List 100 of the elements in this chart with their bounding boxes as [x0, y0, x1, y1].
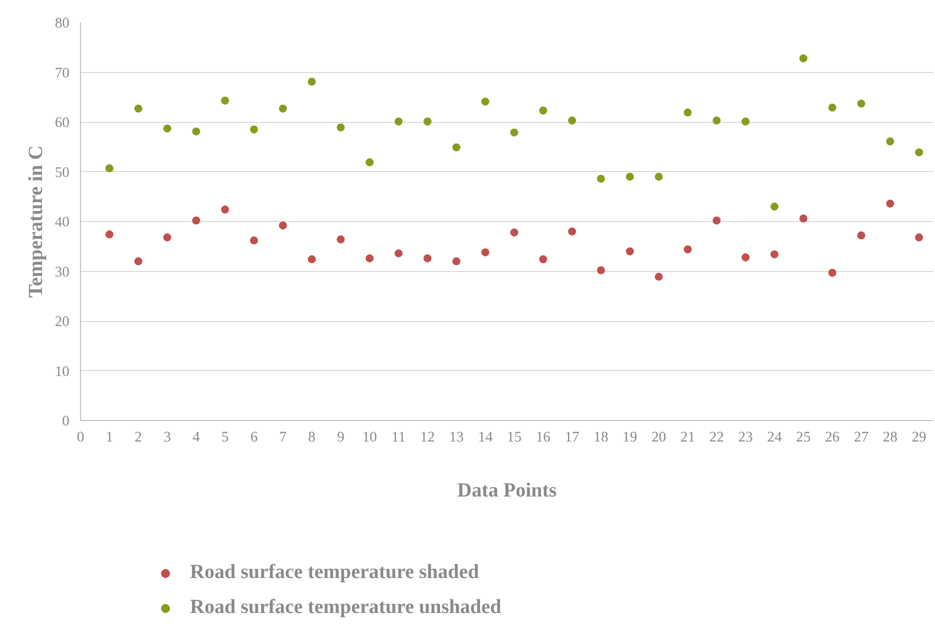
point — [308, 255, 316, 264]
x-tick-label: 28 — [882, 430, 898, 446]
point — [684, 108, 692, 117]
point — [250, 125, 258, 134]
point — [452, 143, 460, 152]
y-tick-label: 80 — [54, 16, 70, 32]
x-tick-label: 11 — [392, 430, 406, 446]
point — [539, 255, 548, 264]
point — [654, 172, 663, 181]
point — [770, 250, 778, 258]
x-tick-label: 13 — [449, 430, 464, 446]
point — [452, 257, 460, 266]
x-tick-label: 6 — [250, 430, 258, 446]
point — [163, 124, 172, 132]
x-tick-label: 22 — [709, 430, 724, 446]
x-tick-label: 3 — [164, 430, 171, 446]
x-tick-label: 9 — [337, 430, 344, 446]
point — [366, 254, 374, 262]
x-tick-label: 10 — [362, 430, 377, 446]
point — [423, 118, 432, 126]
x-tick-label: 17 — [564, 430, 580, 446]
point — [828, 104, 836, 112]
y-tick-label: 50 — [54, 164, 70, 181]
y-tick-label: 40 — [54, 214, 70, 230]
point — [915, 148, 924, 156]
x-tick-label: 20 — [651, 430, 666, 446]
point — [857, 100, 866, 108]
point — [770, 202, 778, 211]
y-axis-title: Temperature in C — [24, 145, 47, 298]
x-tick-label: 7 — [279, 430, 287, 446]
point — [857, 231, 866, 240]
point — [799, 214, 808, 223]
point — [626, 247, 634, 256]
point — [192, 127, 200, 136]
point — [915, 233, 924, 242]
point — [366, 158, 374, 166]
legend-label: Road surface temperature shaded — [190, 561, 480, 584]
point — [134, 257, 142, 266]
point — [510, 228, 518, 236]
point — [423, 254, 432, 262]
point — [596, 174, 605, 183]
point — [105, 164, 114, 172]
x-tick-label: 2 — [134, 430, 142, 446]
point — [105, 230, 114, 238]
point — [539, 106, 548, 115]
x-tick-label: 1 — [106, 430, 114, 446]
y-tick-label: 0 — [62, 414, 70, 430]
point — [163, 233, 172, 242]
x-tick-label: 12 — [420, 430, 435, 446]
y-tick-label: 70 — [54, 65, 70, 82]
x-tick-label: 25 — [796, 430, 811, 446]
point — [481, 98, 490, 106]
point — [886, 200, 894, 208]
point — [510, 128, 518, 136]
x-tick-label: 26 — [824, 430, 840, 446]
point — [481, 248, 490, 256]
point — [886, 137, 894, 146]
point — [568, 227, 576, 236]
x-tick-label: 24 — [767, 430, 782, 446]
y-tick-label: 20 — [54, 314, 70, 330]
point — [799, 54, 808, 62]
point — [134, 104, 142, 113]
point — [742, 253, 750, 262]
y-tick-label: 10 — [54, 364, 70, 380]
x-tick-label: 8 — [308, 430, 316, 446]
point — [394, 118, 403, 126]
point — [596, 266, 605, 274]
point — [568, 116, 576, 124]
x-tick-label: 27 — [854, 430, 869, 446]
point — [192, 216, 200, 224]
x-tick-label: 19 — [622, 430, 638, 446]
x-tick-label: 18 — [594, 430, 608, 446]
x-tick-label: 15 — [506, 430, 522, 446]
point — [221, 206, 230, 214]
point — [336, 123, 345, 132]
point — [394, 249, 403, 258]
point — [828, 268, 836, 277]
x-tick-label: 29 — [912, 430, 926, 446]
x-tick-label: 16 — [536, 430, 550, 446]
point — [308, 78, 316, 86]
point — [250, 236, 258, 244]
point — [278, 221, 287, 230]
x-tick-label: 21 — [680, 430, 696, 446]
x-tick-label: 5 — [221, 430, 229, 446]
x-tick-label: 23 — [738, 430, 753, 446]
point — [712, 116, 721, 124]
x-axis-title: Data Points — [457, 480, 557, 502]
x-tick-label: 0 — [76, 430, 84, 446]
point — [712, 216, 721, 224]
point — [742, 118, 750, 126]
legend-label: Road surface temperature unshaded — [190, 596, 502, 619]
point — [336, 235, 345, 244]
point — [626, 172, 634, 181]
x-tick-label: 14 — [478, 430, 494, 446]
point — [221, 96, 230, 105]
y-tick-label: 60 — [54, 115, 70, 131]
x-tick-label: 4 — [192, 430, 200, 446]
point — [278, 104, 287, 113]
point — [654, 272, 663, 281]
y-tick-label: 30 — [54, 264, 70, 280]
